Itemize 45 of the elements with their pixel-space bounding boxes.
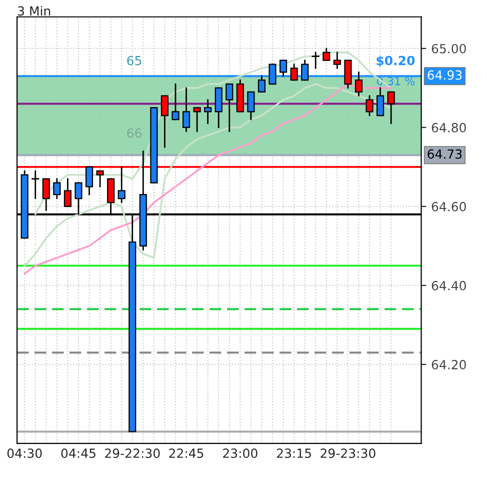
candlestick	[42, 178, 50, 212]
x-tick-label: 22:45	[169, 448, 204, 458]
x-tick-label: 23:15	[276, 448, 311, 458]
candlestick	[193, 107, 201, 132]
candlestick	[333, 52, 341, 69]
candlestick	[312, 52, 320, 69]
candlestick	[214, 87, 222, 128]
candlestick	[279, 60, 288, 77]
candlestick	[85, 166, 94, 196]
ref-line-label: 64.73	[428, 149, 462, 159]
y-tick-label: 64.20	[432, 360, 466, 370]
x-tick-label: 04:45	[61, 448, 96, 458]
candlestick	[366, 95, 374, 116]
candlestick	[354, 71, 363, 97]
candlestick	[172, 83, 180, 120]
y-tick-label: 64.80	[432, 122, 466, 132]
candlestick	[182, 87, 190, 132]
candlestick	[204, 99, 212, 124]
ref-line-label: 64.93	[428, 70, 462, 80]
candlestick	[290, 64, 298, 81]
annotation: $0.20	[376, 56, 415, 67]
y-tick-label: 65.00	[432, 44, 466, 54]
candlestick	[376, 87, 384, 116]
annotation: 65	[127, 56, 142, 66]
candlestick	[387, 91, 395, 124]
x-tick-label: 29-23:30	[320, 448, 376, 458]
candlestick	[53, 178, 61, 200]
candlestick	[258, 75, 266, 93]
candlestick	[160, 95, 169, 148]
candlestick	[64, 178, 72, 208]
candlestick	[31, 170, 40, 200]
candlestick	[322, 48, 330, 62]
candlestick	[247, 91, 255, 120]
y-tick-label: 64.40	[432, 280, 466, 290]
candlestick	[118, 166, 126, 204]
candlestick	[226, 83, 234, 132]
x-tick-label: 29-22:30	[105, 448, 160, 458]
candlestick	[301, 60, 309, 81]
candlestick	[268, 64, 276, 85]
y-tick-label: 64.60	[432, 202, 466, 212]
candlestick	[344, 60, 352, 89]
x-tick-label: 23:00	[223, 448, 258, 458]
candlestick	[96, 170, 104, 188]
chart-title: 3 Min	[18, 6, 50, 16]
x-tick-label: 04:30	[7, 448, 42, 458]
